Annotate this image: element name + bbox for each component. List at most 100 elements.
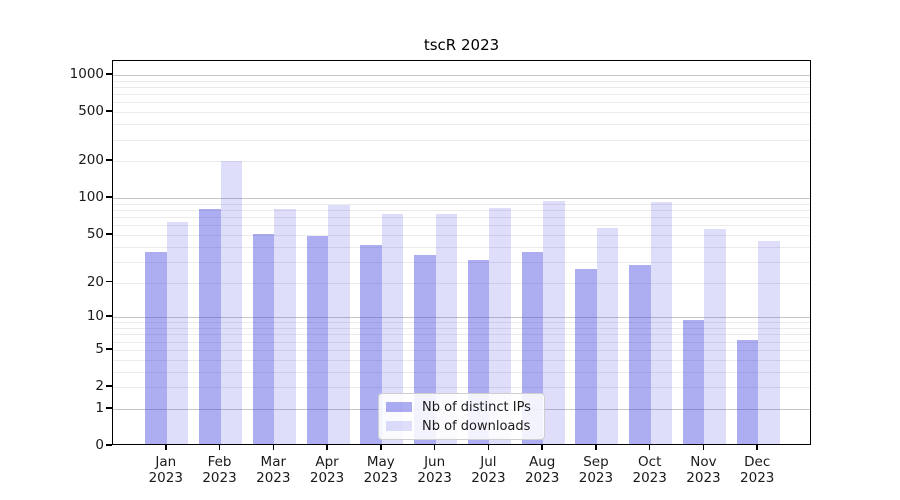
year-label: 2023 [202,470,237,486]
gridline-minor [113,371,810,373]
bar-nb-of-distinct-ips-nov [682,320,705,444]
y-axis-tick [106,315,112,317]
bar-nb-of-distinct-ips-mar [252,233,275,444]
month-label: Jun [424,454,446,470]
year-label: 2023 [578,470,614,486]
month-label: Sep [583,454,609,470]
legend: Nb of distinct IPs Nb of downloads [378,393,545,440]
gridline-major [113,198,810,200]
y-axis-tick [106,159,112,161]
year-label: 2023 [524,470,560,486]
year-label: 2023 [686,470,721,486]
x-axis-tick [541,445,543,450]
x-axis-tick [165,445,167,450]
gridline-minor [113,234,810,236]
y-tick-label: 50 [86,225,104,242]
y-axis-tick [106,348,112,350]
bar-nb-of-distinct-ips-dec [736,339,759,444]
month-label: Feb [207,454,232,470]
year-label: 2023 [309,470,345,486]
y-axis-tick [106,280,112,283]
gridline-minor [113,112,810,114]
gridline-minor [113,94,810,96]
bar-nb-of-downloads-jul [489,208,511,444]
gridline-minor [113,86,810,88]
x-tick-label-jan: Jan 2023 [138,454,194,486]
month-label: Apr [315,454,339,470]
bar-nb-of-distinct-ips-feb [199,209,221,444]
year-label: 2023 [471,470,506,486]
y-tick-label: 1000 [69,66,104,82]
bar-nb-of-downloads-dec [758,240,780,444]
x-axis-tick [218,445,221,450]
y-tick-label: 2 [95,378,104,394]
y-tick-label: 500 [78,103,104,120]
gridline-minor [113,341,810,343]
year-label: 2023 [256,470,291,486]
bar-nb-of-distinct-ips-oct [629,265,651,444]
x-tick-label-mar: Mar 2023 [245,454,301,486]
x-tick-label-feb: Feb 2023 [192,454,248,486]
x-axis-tick [702,445,705,450]
gridline-minor [113,349,810,351]
y-tick-label: 10 [86,308,104,325]
x-tick-label-dec: Dec 2023 [729,454,785,486]
gridline-minor [113,225,810,227]
gridline-minor [113,334,810,336]
bar-nb-of-downloads-oct [650,201,673,444]
x-axis-tick [756,445,758,450]
month-label: Nov [690,454,717,470]
bar-nb-of-distinct-ips-may [360,244,382,444]
y-tick-label: 100 [78,189,104,206]
y-tick-label: 200 [78,152,104,169]
y-tick-label: 20 [86,273,104,290]
y-axis-tick [106,73,112,75]
y-tick-label: 1 [95,399,104,416]
month-label: Dec [744,454,771,470]
bar-nb-of-downloads-apr [328,204,350,444]
plot-area [112,60,811,445]
x-axis-tick [648,445,651,450]
year-label: 2023 [363,470,399,486]
gridline-major [113,75,810,76]
month-label: May [366,454,395,470]
bar-nb-of-downloads-aug [543,201,565,444]
y-tick-label: 5 [95,340,104,357]
legend-label: Nb of downloads [422,418,531,434]
gridline-minor [113,246,810,248]
x-axis-tick [595,445,597,450]
y-axis-tick [106,444,112,446]
x-tick-label-jul: Jul 2023 [460,454,516,486]
bar-nb-of-downloads-jun [435,213,458,444]
gridline-minor [113,359,810,361]
gridline-minor [113,124,810,126]
x-tick-label-aug: Aug 2023 [514,454,570,486]
gridline-minor [113,387,810,388]
month-label: Jul [480,454,497,470]
year-label: 2023 [148,470,183,486]
x-axis-tick [433,445,436,450]
bar-nb-of-distinct-ips-jan [145,251,167,444]
month-label: Aug [528,454,556,470]
gridline-minor [113,217,810,219]
gridline-minor [113,282,810,284]
gridline-minor [113,322,810,324]
gridline-minor [113,261,810,263]
bar-nb-of-downloads-jan [166,221,189,444]
x-tick-label-may: May 2023 [353,454,409,486]
y-axis-tick [106,385,112,387]
year-label: 2023 [417,470,452,486]
x-tick-label-jun: Jun 2023 [407,454,463,486]
x-axis-tick [380,445,382,450]
x-tick-label-nov: Nov 2023 [675,454,731,486]
gridline-minor [113,139,810,141]
x-axis-tick [487,445,490,450]
bar-nb-of-downloads-nov [704,228,726,444]
y-axis-tick [106,110,112,112]
legend-swatch-icon [386,421,412,431]
y-axis-tick [106,233,112,235]
bar-nb-of-downloads-feb [220,161,243,444]
y-tick-label: 0 [95,437,104,453]
month-label: Mar [260,454,287,470]
